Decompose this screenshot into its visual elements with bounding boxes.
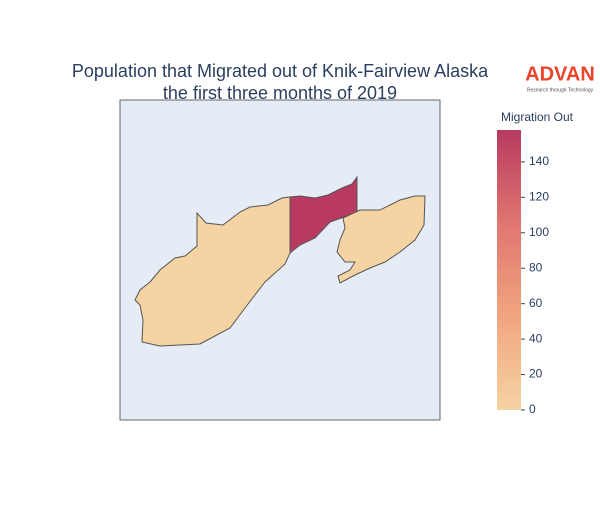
region (134, 196, 291, 347)
colorbar-tick-label: 40 (529, 331, 543, 345)
colorbar-tick-label: 80 (529, 260, 543, 274)
colorbar-tick-label: 120 (529, 190, 549, 204)
colorbar-title: Migration Out (501, 110, 574, 124)
region (336, 195, 426, 284)
logo: ADVAN (525, 63, 595, 85)
colorbar-tick-label: 100 (529, 225, 549, 239)
chart-subtitle: the first three months of 2019 (163, 83, 397, 103)
colorbar-tick-label: 140 (529, 154, 549, 168)
logo-tagline: Research through Technology (527, 87, 594, 93)
colorbar-tick-label: 60 (529, 296, 543, 310)
region (289, 175, 358, 255)
colorbar-tick-label: 20 (529, 367, 543, 381)
colorbar-tick-label: 0 (529, 402, 536, 416)
chart-title: Population that Migrated out of Knik-Fai… (72, 61, 489, 81)
colorbar (497, 130, 521, 410)
